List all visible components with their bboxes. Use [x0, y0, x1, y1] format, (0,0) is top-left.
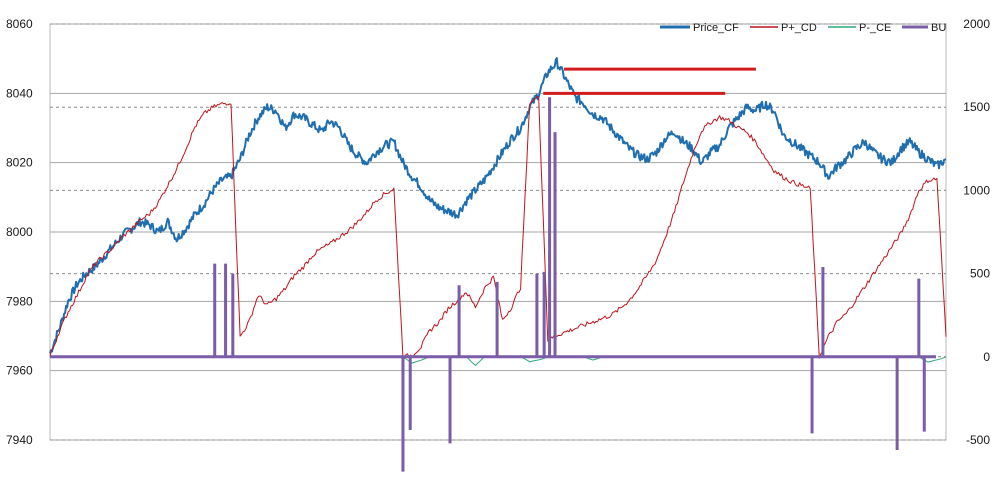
y-axis-left: 7940 7960 7980 8000 8020 8040 8060: [6, 17, 33, 447]
legend: Price_CF P+_CD P-_CE BU: [660, 22, 946, 34]
y-right-tick-label: 1000: [963, 183, 990, 197]
series-layer: [49, 57, 947, 472]
y-right-tick-label: 500: [970, 267, 990, 281]
legend-label: BU: [931, 22, 946, 34]
y-left-tick-label: 7940: [6, 433, 33, 447]
y-left-tick-label: 8000: [6, 225, 33, 239]
y-left-tick-label: 8020: [6, 156, 33, 170]
y-left-tick-label: 8060: [6, 17, 33, 31]
y-right-tick-label: 1500: [963, 100, 990, 114]
legend-label: Price_CF: [693, 22, 739, 34]
y-right-tick-label: -500: [966, 433, 990, 447]
y-axis-right: -500 0 500 1000 1500 2000: [963, 17, 990, 447]
legend-label: P+_CD: [781, 22, 817, 34]
resistance-lines: [543, 67, 756, 95]
y-left-tick-label: 7980: [6, 294, 33, 308]
y-right-tick-label: 0: [983, 350, 990, 364]
y-right-tick-label: 2000: [963, 17, 990, 31]
y-left-tick-label: 7960: [6, 364, 33, 378]
legend-label: P-_CE: [859, 22, 891, 34]
series-line-price-cf: [49, 57, 947, 354]
y-left-tick-label: 8040: [6, 86, 33, 100]
